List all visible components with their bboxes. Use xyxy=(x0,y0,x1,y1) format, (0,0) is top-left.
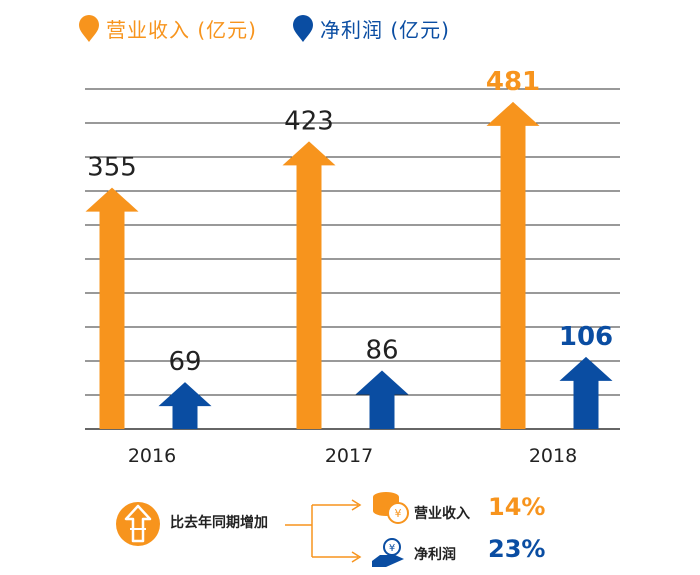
bar-arrow xyxy=(158,382,212,429)
data-label: 86 xyxy=(365,336,398,366)
bar-chart: 355 423 481 69 86 106 2016 2017 2018 xyxy=(85,67,620,467)
summary-revenue-value: 14% xyxy=(488,493,546,521)
bar-arrow xyxy=(355,370,409,429)
data-label: 69 xyxy=(168,347,201,377)
summary-graphics: ¥ ¥ xyxy=(116,492,409,567)
profit-pin-icon xyxy=(293,14,313,42)
bar-arrow xyxy=(559,356,613,429)
legend-profit-label: 净利润 (亿元) xyxy=(320,18,450,42)
data-label: 355 xyxy=(87,153,137,183)
bar-arrow xyxy=(486,101,540,430)
upward-arrow-badge-icon xyxy=(116,502,160,546)
summary-connector xyxy=(285,499,362,563)
summary-headline: 比去年同期增加 xyxy=(170,515,268,531)
data-label: 423 xyxy=(284,106,334,136)
bar-arrow xyxy=(85,187,139,429)
growth-summary: ¥ ¥ 比去年同期增加 营业收入 14% 净利润 23% xyxy=(0,475,700,575)
summary-profit-value: 23% xyxy=(488,535,546,563)
coins-icon: ¥ xyxy=(373,492,409,524)
legend-revenue: 营业收入 (亿元) xyxy=(78,14,257,43)
legend-profit: 净利润 (亿元) xyxy=(292,14,450,43)
summary-profit-label: 净利润 xyxy=(414,547,456,563)
legend-revenue-label: 营业收入 (亿元) xyxy=(106,18,257,42)
svg-text:¥: ¥ xyxy=(395,507,402,520)
svg-text:¥: ¥ xyxy=(389,543,395,554)
summary-revenue-label: 营业收入 xyxy=(414,506,470,522)
bar-arrow xyxy=(282,141,336,430)
hand-money-icon: ¥ xyxy=(372,538,404,567)
x-tick-label: 2017 xyxy=(325,445,373,467)
data-label: 106 xyxy=(559,322,613,352)
revenue-pin-icon xyxy=(79,14,99,42)
x-tick-label: 2016 xyxy=(128,445,176,467)
data-label: 481 xyxy=(486,67,540,97)
x-tick-label: 2018 xyxy=(529,445,577,467)
